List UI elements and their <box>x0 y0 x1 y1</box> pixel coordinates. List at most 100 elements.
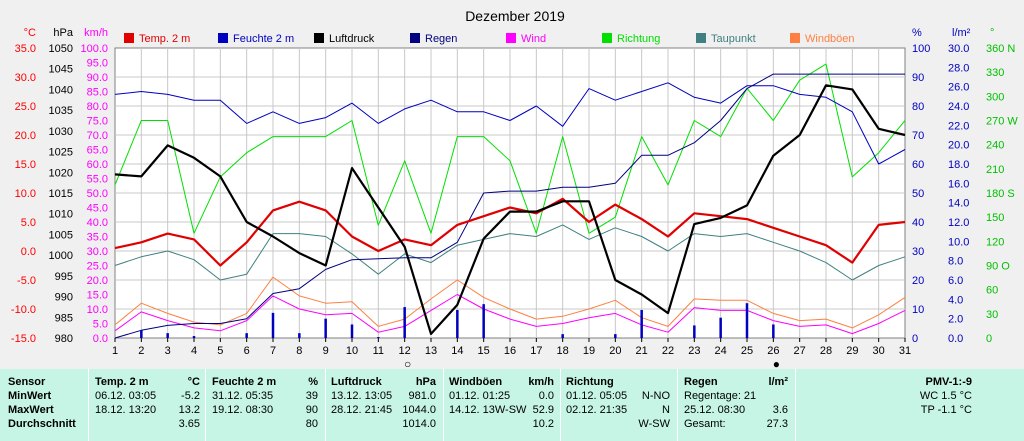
left-axis-tick: 85.0 <box>87 87 108 99</box>
hum-unit: % <box>308 376 318 388</box>
right-axis-tick: 90 <box>912 72 924 84</box>
right-axis-tick: 20.0 <box>948 140 969 152</box>
maxwert-label: MaxWert <box>8 404 54 416</box>
legend-label: Taupunkt <box>711 33 756 45</box>
left-axis-tick: 20.0 <box>87 275 108 287</box>
right-axis-tick: 270 W <box>986 116 1018 128</box>
left-axis-tick: 45.0 <box>87 203 108 215</box>
right-axis-tick: 30 <box>912 246 924 258</box>
hum-max-time: 19.12. 08:30 <box>212 404 274 416</box>
left-axis-tick: 25.0 <box>15 101 36 113</box>
x-tick-label: 12 <box>399 345 411 357</box>
right-axis-tick: 28.0 <box>948 62 969 74</box>
right-axis-tick: 60 <box>986 285 998 297</box>
left-axis-tick: 1030 <box>49 126 73 138</box>
hum-min-time: 31.12. 05:35 <box>212 390 274 402</box>
gust-min-value: 0.0 <box>538 390 554 402</box>
dir-max-value: N <box>662 404 670 416</box>
left-axis-tick: 30.0 <box>15 72 36 84</box>
dir-header: Richtung <box>566 376 614 388</box>
x-tick-label: 19 <box>583 345 595 357</box>
gust-max-value: 52.9 <box>532 404 554 416</box>
right-axis-tick: 150 <box>986 212 1004 224</box>
series-line <box>114 197 906 267</box>
right-axis-tick: 330 <box>986 67 1004 79</box>
x-tick-label: 25 <box>741 345 753 357</box>
right-axis-unit: l/m² <box>952 27 971 39</box>
temp-avg-value: 3.65 <box>178 418 200 430</box>
x-tick-label: 4 <box>191 345 197 357</box>
legend: Temp. 2 m Feuchte 2 m Luftdruck Regen Wind Ri… <box>124 33 855 45</box>
right-axis-tick: 30.0 <box>948 43 969 55</box>
x-tick-label: 13 <box>425 345 437 357</box>
legend-swatch <box>124 33 134 43</box>
rain-header: Regen <box>684 376 718 388</box>
press-min-time: 13.12. 13:05 <box>331 390 393 402</box>
right-axis-tick: 4.0 <box>948 294 963 306</box>
right-axis-tick: 80 <box>912 101 924 113</box>
left-axis-unit: hPa <box>53 27 73 39</box>
hum-header: Feuchte 2 m <box>212 376 277 388</box>
legend-swatch <box>314 33 324 43</box>
left-axis-tick: -5.0 <box>17 275 36 287</box>
left-axis-tick: 100.0 <box>80 43 108 55</box>
sensor-header: Sensor <box>8 376 46 388</box>
left-axis-tick: 0.0 <box>93 333 108 345</box>
press-avg-value: 1014.0 <box>402 418 436 430</box>
left-axis-tick: 15.0 <box>15 159 36 171</box>
right-axis-tick: 180 S <box>986 188 1015 200</box>
legend-swatch <box>506 33 516 43</box>
gust-unit: km/h <box>528 376 554 388</box>
right-axis-tick: 12.0 <box>948 217 969 229</box>
left-axis-tick: 70.0 <box>87 130 108 142</box>
right-axis-tick: 90 O <box>986 261 1010 273</box>
right-axis-unit: ° <box>990 27 994 39</box>
legend-swatch <box>602 33 612 43</box>
left-axis-unit: km/h <box>84 27 108 39</box>
gust-max-time: 14.12. 13W-SW <box>449 404 527 416</box>
right-axis-tick: 18.0 <box>948 159 969 171</box>
chart-title: Dezember 2019 <box>465 8 565 24</box>
legend-swatch <box>696 33 706 43</box>
x-tick-label: 7 <box>270 345 276 357</box>
right-axis-tick: 210 <box>986 164 1004 176</box>
left-axis-tick: 35.0 <box>15 43 36 55</box>
left-axis-tick: 10.0 <box>15 188 36 200</box>
right-axis-tick: 16.0 <box>948 178 969 190</box>
right-axis-tick: 20 <box>912 275 924 287</box>
x-axis: 1 2 3 4 5 6 7 8 9 10 11 12 13 14 15 16 17 18 19 20 21 22 23 24 2… <box>112 338 911 369</box>
right-axis-tick: 10.0 <box>948 236 969 248</box>
left-axis-tick: 1025 <box>49 147 73 159</box>
dir-avg-value: W-SW <box>638 418 670 430</box>
moon-marker: ○ <box>404 357 411 369</box>
temp-max-time: 18.12. 13:20 <box>95 404 157 416</box>
left-axis-tick: 65.0 <box>87 145 108 157</box>
statistics-table: Sensor MinWert MaxWert Durchschnitt Temp… <box>0 369 1024 441</box>
x-tick-label: 22 <box>662 345 674 357</box>
temp-unit: °C <box>187 376 200 388</box>
left-axis-tick: 1035 <box>49 105 73 117</box>
axes: °C 35.0 30.0 25.0 20.0 15.0 10.0 5.0 0.0 -5.0 -10.… <box>11 27 1018 345</box>
press-min-value: 981.0 <box>408 390 436 402</box>
temp-max-value: 13.2 <box>178 404 200 416</box>
right-axis-tick: 120 <box>986 236 1004 248</box>
press-unit: hPa <box>415 376 436 388</box>
durchschnitt-label: Durchschnitt <box>8 418 76 430</box>
series-line <box>114 63 906 234</box>
left-axis-tick: 75.0 <box>87 116 108 128</box>
right-axis-unit: % <box>912 27 922 39</box>
x-tick-label: 9 <box>323 345 329 357</box>
pmv-header: PMV-1:-9 <box>925 376 972 388</box>
left-axis-tick: 30.0 <box>87 246 108 258</box>
gust-avg-value: 10.2 <box>532 418 554 430</box>
gust-header: Windböen <box>449 376 503 388</box>
left-axis-tick: 80.0 <box>87 101 108 113</box>
right-axis-tick: 40 <box>912 217 924 229</box>
x-tick-label: 15 <box>478 345 490 357</box>
left-axis-tick: 40.0 <box>87 217 108 229</box>
left-axis-tick: 95.0 <box>87 58 108 70</box>
press-header: Luftdruck <box>331 376 382 388</box>
x-tick-label: 10 <box>346 345 358 357</box>
x-tick-label: 21 <box>636 345 648 357</box>
series-line <box>114 276 906 329</box>
